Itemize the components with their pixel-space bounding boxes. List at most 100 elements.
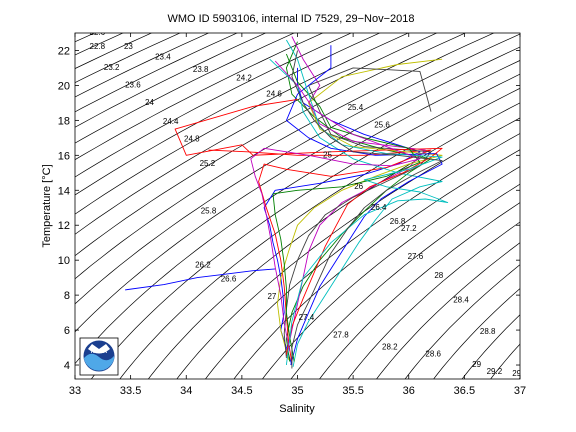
contour-label: 26.4 xyxy=(371,203,387,212)
profile-lines xyxy=(125,36,449,369)
isopycnal-line xyxy=(75,33,438,235)
isopycnal-line xyxy=(147,102,520,379)
isopycnal-line xyxy=(75,33,267,128)
isopycnal-line xyxy=(262,166,520,379)
profile-line xyxy=(285,39,449,366)
isopycnal-line xyxy=(233,149,520,379)
density-contour-labels: 22.6 22.8 23 23.2 23.4 23.6 23.8 24 24.2 24.4 24.6… xyxy=(90,28,521,378)
isopycnal-line xyxy=(90,73,520,379)
y-tick-label: 8 xyxy=(64,290,70,302)
contour-label: 27 xyxy=(267,292,276,301)
profile-line xyxy=(125,268,276,291)
contour-label: 27.2 xyxy=(401,224,417,233)
noaa-logo: NOAA xyxy=(79,337,119,376)
contour-label: 25.2 xyxy=(200,159,216,168)
contour-label: 25.8 xyxy=(201,206,217,215)
isopycnal-line xyxy=(319,202,520,379)
isopycnal-line xyxy=(75,33,324,161)
contour-label: 26.6 xyxy=(221,275,237,284)
isopycnal-line xyxy=(176,117,520,379)
isopycnal-line xyxy=(75,46,520,333)
chart-title: WMO ID 5903106, internal ID 7529, 29−Nov… xyxy=(167,13,414,25)
contour-label: 25.4 xyxy=(348,103,364,112)
density-isopycnals xyxy=(75,33,520,379)
isopycnal-line xyxy=(461,314,520,379)
isopycnal-line xyxy=(75,33,210,98)
y-tick-label: 22 xyxy=(58,45,70,57)
x-tick-label: 36.5 xyxy=(454,385,475,397)
profile-line xyxy=(263,67,421,366)
profile-line xyxy=(174,98,443,355)
isopycnal-line xyxy=(75,33,381,196)
y-tick-label: 6 xyxy=(64,325,70,337)
contour-label: 28.8 xyxy=(480,327,496,336)
isopycnal-line xyxy=(205,133,520,379)
contour-label: 29.2 xyxy=(487,367,503,376)
y-tick-label: 20 xyxy=(58,80,70,92)
contour-label: 29 xyxy=(472,360,481,369)
y-tick-label: 14 xyxy=(58,185,70,197)
isopycnal-line xyxy=(290,183,520,379)
y-tick-label: 12 xyxy=(58,220,70,232)
profile-line xyxy=(285,36,426,357)
profile-line xyxy=(283,67,432,359)
x-tick-label: 35.5 xyxy=(342,385,363,397)
profile-line xyxy=(291,50,443,369)
contour-label: 24.4 xyxy=(163,117,179,126)
isopycnal-line xyxy=(75,33,352,178)
isopycnal-line xyxy=(75,33,181,84)
contour-label: 26.8 xyxy=(390,217,406,226)
contour-label: 28.2 xyxy=(382,343,398,352)
isopycnal-line xyxy=(75,33,495,280)
isopycnal-line xyxy=(75,33,295,144)
contour-label: 22.6 xyxy=(90,28,106,37)
contour-label: 28 xyxy=(434,271,443,280)
contour-label: 26.2 xyxy=(195,261,211,270)
y-tick-label: 4 xyxy=(64,360,70,372)
contour-label: 23.8 xyxy=(193,65,209,74)
isopycnal-line xyxy=(75,33,153,69)
profile-line xyxy=(208,149,432,364)
profile-line xyxy=(285,45,443,366)
x-tick-label: 34.5 xyxy=(231,385,252,397)
isopycnal-line xyxy=(376,242,520,379)
x-axis-label: Salinity xyxy=(279,403,315,415)
contour-label: 24.8 xyxy=(184,135,200,144)
contour-label: 23.4 xyxy=(155,53,171,62)
contour-label: 28.4 xyxy=(453,296,469,305)
contour-label: 24 xyxy=(145,98,154,107)
profile-line xyxy=(250,60,421,352)
x-tick-label: 37 xyxy=(514,385,526,397)
contour-label: 27.6 xyxy=(408,252,424,261)
contour-label: 25 xyxy=(323,150,332,159)
isopycnal-line xyxy=(404,264,520,379)
x-tick-label: 36 xyxy=(403,385,415,397)
contour-label: 24.2 xyxy=(236,74,252,83)
profile-line xyxy=(272,53,421,362)
isopycnal-line xyxy=(119,87,520,379)
isopycnal-line xyxy=(433,288,520,379)
contour-label: 26 xyxy=(354,182,363,191)
isopycnal-line xyxy=(75,33,520,305)
y-axis: 4 6 8 10 12 14 16 18 20 22 xyxy=(58,45,520,372)
y-tick-label: 16 xyxy=(58,150,70,162)
contour-label: 22.8 xyxy=(90,42,106,51)
x-tick-label: 35 xyxy=(291,385,303,397)
isopycnal-line xyxy=(347,221,520,379)
contour-label: 23.6 xyxy=(125,81,141,90)
isopycnal-line xyxy=(75,33,238,113)
contour-label: 29 xyxy=(512,369,521,378)
isopycnal-line xyxy=(75,33,409,215)
isopycnal-line xyxy=(75,33,467,257)
contour-label: 27.4 xyxy=(299,313,315,322)
y-tick-label: 18 xyxy=(58,115,70,127)
isopycnal-line xyxy=(75,60,520,365)
contour-label: 24.6 xyxy=(266,89,282,98)
y-tick-label: 10 xyxy=(58,255,70,267)
y-axis-label: Temperature [°C] xyxy=(41,164,53,247)
contour-label: 25.6 xyxy=(374,121,390,130)
contour-label: 23.2 xyxy=(104,63,120,72)
profile-line xyxy=(269,58,443,367)
logo-wave xyxy=(84,353,114,371)
